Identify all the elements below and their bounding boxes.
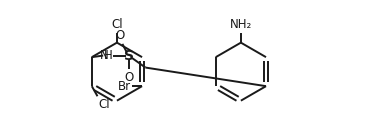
- Text: Br: Br: [118, 80, 131, 93]
- Text: Cl: Cl: [111, 18, 123, 31]
- Text: NH₂: NH₂: [230, 18, 252, 31]
- Text: H: H: [104, 49, 113, 62]
- Text: O: O: [124, 71, 134, 84]
- Text: O: O: [116, 29, 125, 42]
- Text: Cl: Cl: [99, 98, 110, 111]
- Text: N: N: [99, 49, 108, 62]
- Text: S: S: [124, 49, 134, 63]
